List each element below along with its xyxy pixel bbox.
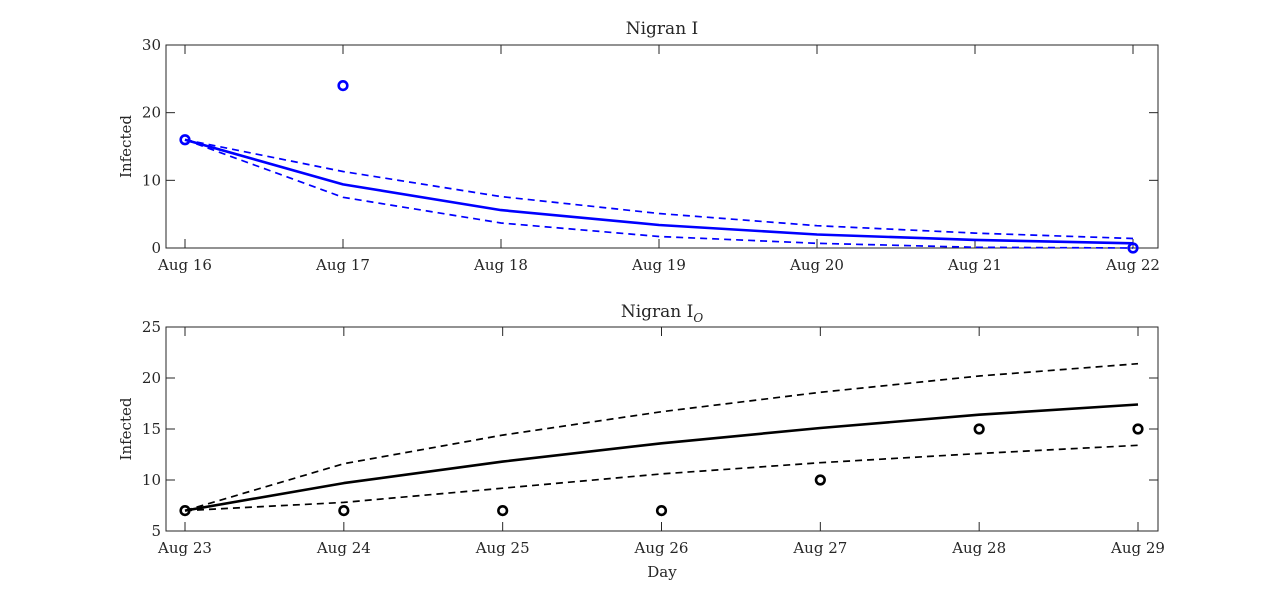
chart-0-model-line (184, 138, 1134, 245)
chart-1-model-line (184, 403, 1139, 512)
chart-panel-top: 0 10 20 30 Aug 16 Aug 17 Aug 18 Aug 19 Aug 20 Aug… (117, 19, 1160, 274)
chart-0-title: Nigran I (626, 19, 699, 39)
chart-0-observed-point (179, 134, 191, 146)
chart-1-xtick-label: Aug 25 (475, 539, 530, 557)
chart-0-ytick-label: 0 (151, 239, 161, 257)
chart-1-title: Nigran IO (621, 302, 704, 325)
chart-1-title-main: Nigran I (621, 302, 694, 322)
chart-1-ytick-label: 25 (142, 318, 161, 336)
chart-1-xtick-label: Aug 26 (634, 539, 689, 557)
chart-1-ylabel: Infected (117, 397, 135, 460)
chart-1-xtick-label: Aug 23 (157, 539, 212, 557)
chart-0-plot-area (165, 44, 1159, 249)
chart-0-xtick-label: Aug 19 (631, 256, 686, 274)
chart-1-ytick-label: 5 (151, 522, 161, 540)
chart-0-ylabel: Infected (117, 115, 135, 178)
chart-0-xtick-label: Aug 17 (315, 256, 370, 274)
chart-0-xtick-label: Aug 16 (157, 256, 212, 274)
chart-0-observed-point (1127, 242, 1139, 254)
chart-1-observed-point (497, 505, 509, 517)
chart-1-ytick-label: 10 (142, 471, 161, 489)
chart-1-xtick-label: Aug 24 (316, 539, 371, 557)
chart-1-observed-point (973, 423, 985, 435)
chart-1-ytick-label: 20 (142, 369, 161, 387)
chart-1-observed-point (655, 505, 668, 517)
chart-0-ytick-label: 20 (142, 104, 161, 122)
chart-0-title-main: Nigran I (626, 19, 699, 39)
chart-1-xtick-label: Aug 29 (1110, 539, 1165, 557)
chart-1-xlabel: Day (647, 563, 677, 581)
chart-1-observed-point (814, 474, 826, 486)
chart-0-ytick-label: 10 (142, 171, 161, 189)
chart-0-xtick-label: Aug 21 (947, 256, 1002, 274)
chart-0-upper-bound-line (184, 138, 1134, 240)
chart-0-ytick-label: 30 (142, 36, 161, 54)
chart-0-lower-bound-line (184, 138, 1134, 249)
chart-1-plot-area (165, 326, 1159, 532)
chart-0-xtick-label: Aug 18 (473, 256, 528, 274)
chart-0-xtick-label: Aug 20 (789, 256, 844, 274)
chart-1-observed-point (1132, 423, 1144, 435)
chart-1-xtick-label: Aug 27 (792, 539, 847, 557)
chart-1-observed-point (338, 505, 350, 517)
chart-0-observed-point (337, 79, 349, 92)
chart-1-upper-bound-line (184, 362, 1139, 512)
chart-1-title-subscript: O (693, 311, 703, 325)
chart-1-xtick-label: Aug 28 (951, 539, 1006, 557)
chart-1-ytick-label: 15 (142, 420, 161, 438)
chart-panel-bottom: 5 10 15 20 25 Aug 23 Aug 24 Aug 25 Aug 26 Aug 27 A… (117, 302, 1165, 581)
chart-1-observed-point (179, 505, 191, 517)
chart-1-lower-bound-line (184, 444, 1139, 512)
chart-0-xtick-label: Aug 22 (1105, 256, 1160, 274)
